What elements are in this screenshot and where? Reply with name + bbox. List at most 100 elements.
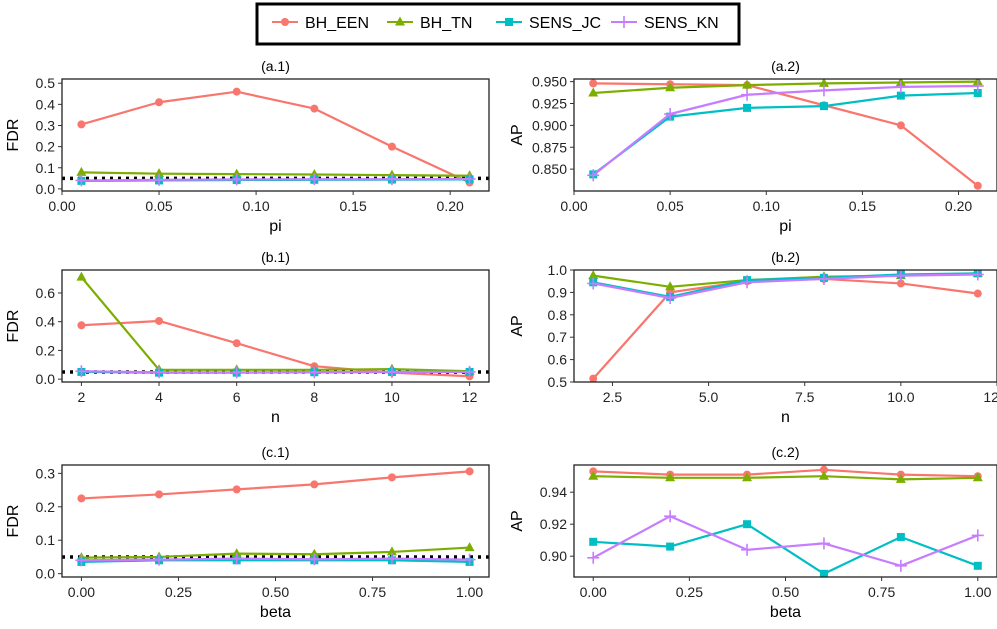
legend-label: SENS_KN [644, 15, 719, 32]
legend-item-bh-tn: BH_TN [387, 15, 472, 32]
series-sens-kn [587, 270, 984, 304]
panel-title: (a.1) [261, 58, 290, 74]
x-tick-label: 7.5 [795, 389, 815, 405]
x-tick-label: 0.05 [145, 198, 172, 214]
data-point-bh-een [77, 321, 86, 330]
data-point-bh-een [819, 465, 828, 474]
series-line-bh-tn [593, 475, 978, 481]
panel-b-2: (b.2) 2.5 5.0 7.5 10.0 12.5 0.5 0.6 0.7 0.8 0.9 1.0… [509, 249, 997, 426]
data-point-bh-een [155, 490, 164, 499]
data-point-bh-een [973, 181, 982, 190]
legend: BH_EEN BH_TN SENS_JC SENS_KN [255, 2, 741, 46]
legend-item-bh-een: BH_EEN [272, 15, 369, 32]
panel-frame [573, 464, 997, 578]
x-tick-label: 2.5 [603, 389, 623, 405]
y-axis-title: AP [509, 124, 526, 145]
data-point-sens-kn [817, 272, 830, 285]
plot-area [587, 270, 984, 382]
x-tick-label: 0.75 [359, 584, 386, 600]
x-tick-label: 6 [233, 389, 241, 405]
data-point-sens-jc [819, 569, 828, 577]
plot-area [587, 79, 984, 190]
data-point-sens-kn [153, 366, 166, 379]
legend-label: SENS_JC [529, 15, 601, 32]
series-bh-tn [76, 166, 475, 180]
y-axis-title: AP [509, 510, 526, 531]
data-point-bh-tn [76, 271, 87, 281]
data-point-bh-tn [742, 472, 753, 482]
y-tick-label: 0.950 [532, 74, 567, 90]
y-tick-label: 0.4 [36, 314, 56, 330]
data-point-sens-kn [75, 365, 88, 378]
y-tick-label: 0.6 [548, 352, 568, 368]
series-sens-jc [589, 89, 982, 179]
series-line-sens-kn [593, 273, 978, 300]
x-tick-label: 0.75 [868, 584, 895, 600]
series-sens-kn [75, 172, 476, 187]
data-point-bh-een [155, 98, 164, 107]
y-tick-label: 0.8 [548, 307, 568, 323]
series-bh-een [589, 274, 982, 382]
y-tick-label: 0.4 [36, 96, 56, 112]
y-tick-label: 0.900 [532, 117, 567, 133]
data-point-bh-tn [386, 546, 397, 556]
legend-marker-sens-jc [505, 18, 513, 26]
data-point-sens-kn [308, 173, 321, 186]
x-tick-label: 12 [462, 389, 478, 405]
series-line-bh-tn [81, 171, 470, 177]
panel-a-2: (a.2) 0.00 0.05 0.10 0.15 0.20 0.850 0.875 0.900… [509, 58, 997, 235]
data-point-sens-kn [308, 553, 321, 566]
series-line-sens-kn [592, 515, 979, 567]
data-point-bh-tn [665, 281, 676, 291]
data-point-bh-een [589, 374, 598, 382]
data-point-bh-een [310, 104, 319, 113]
data-point-sens-jc [973, 89, 982, 97]
x-tick-label: 0.00 [580, 584, 607, 600]
data-point-sens-kn [308, 366, 321, 379]
data-point-bh-tn [665, 82, 676, 92]
x-tick-label: 0.50 [772, 584, 799, 600]
plot-area [587, 465, 984, 577]
panel-frame [573, 269, 997, 383]
data-point-sens-kn [971, 529, 984, 542]
x-tick-label: 0.10 [753, 198, 780, 214]
data-point-sens-kn [587, 277, 600, 290]
data-point-sens-kn [463, 365, 476, 378]
data-point-sens-kn [75, 554, 88, 567]
data-point-sens-kn [230, 366, 243, 379]
data-point-sens-kn [463, 172, 476, 185]
legend-marker-bh-een [281, 18, 289, 26]
data-point-sens-kn [741, 543, 754, 556]
panel-frame [61, 269, 490, 383]
x-tick-label: 0.00 [560, 198, 587, 214]
panel-b-1: (b.1) 2 4 6 8 10 12 0.0 0.2 0.4 0.6 n FDR [5, 249, 490, 426]
data-point-bh-tn [895, 473, 906, 483]
series-line-sens-jc [593, 523, 979, 575]
y-tick-label: 0.9 [548, 284, 568, 300]
x-tick-label: 5.0 [699, 389, 719, 405]
x-tick-label: 0.20 [945, 198, 972, 214]
x-tick-label: 0.00 [68, 584, 95, 600]
data-point-bh-een [589, 79, 598, 88]
data-point-bh-een [387, 142, 396, 151]
legend-item-sens-kn: SENS_KN [611, 15, 719, 32]
series-sens-kn [587, 510, 984, 572]
data-point-sens-kn [894, 270, 907, 282]
x-tick-label: 1.00 [964, 584, 991, 600]
data-point-bh-tn [665, 472, 676, 482]
series-line-sens-kn [81, 370, 470, 374]
data-point-bh-een [232, 87, 241, 96]
x-tick-label: 0.50 [262, 584, 289, 600]
y-tick-label: 0.2 [36, 342, 56, 358]
data-point-bh-tn [972, 472, 983, 482]
data-point-sens-kn [587, 169, 600, 182]
y-tick-label: 0.0 [36, 371, 56, 387]
y-tick-label: 0.92 [540, 516, 567, 532]
data-point-sens-kn [664, 510, 677, 523]
data-point-bh-tn [588, 470, 599, 480]
x-tick-label: 0.10 [242, 198, 269, 214]
series-bh-tn [588, 470, 983, 483]
data-point-sens-kn [664, 108, 677, 120]
x-tick-label: 0.15 [849, 198, 876, 214]
series-line-sens-jc [593, 272, 978, 298]
